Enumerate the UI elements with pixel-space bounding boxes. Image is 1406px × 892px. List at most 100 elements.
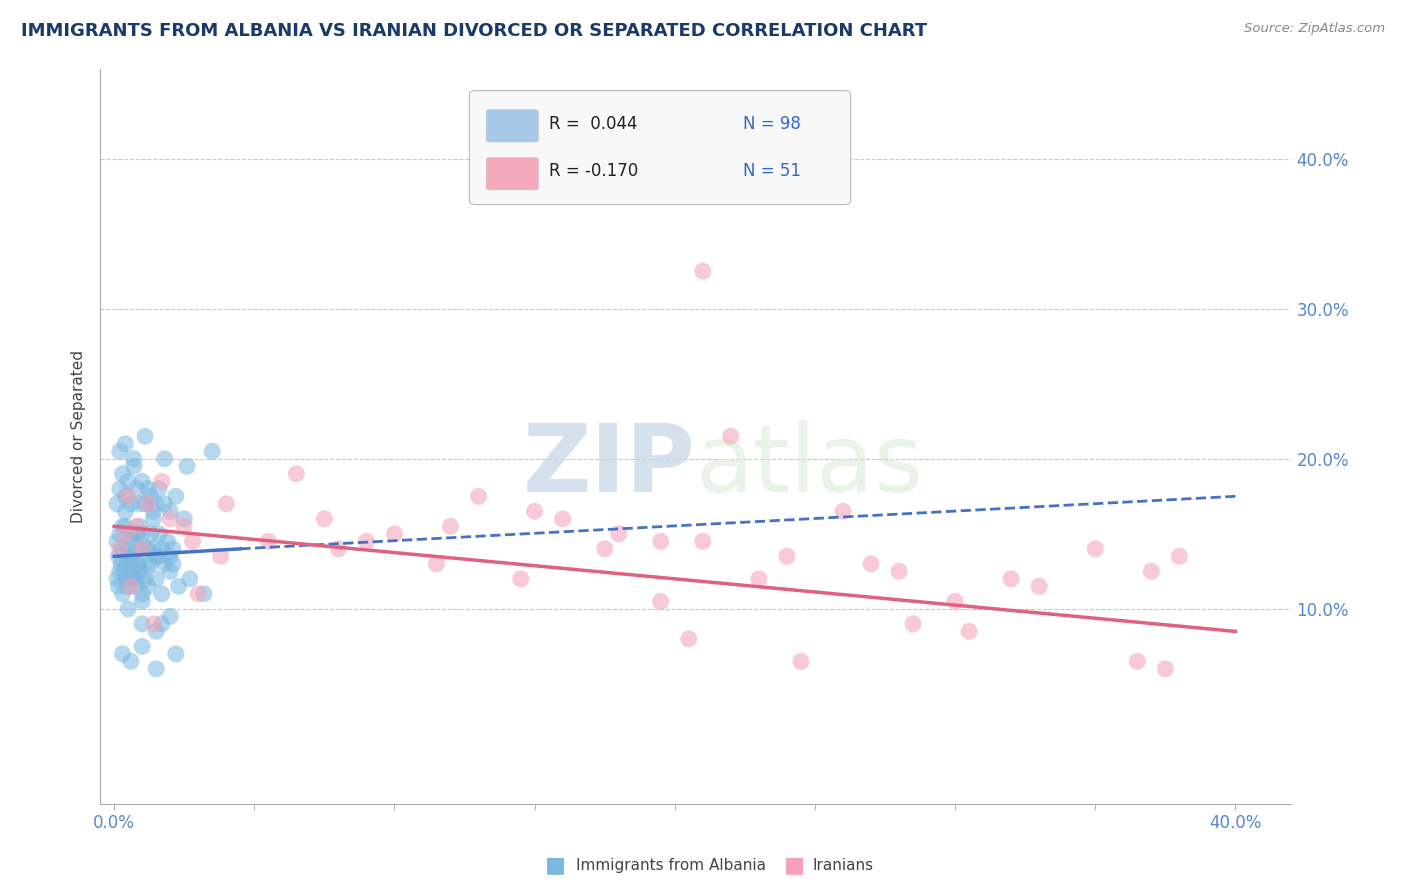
Point	[134, 429, 156, 443]
Point	[150, 475, 173, 489]
Text: Iranians: Iranians	[813, 858, 873, 872]
Point	[943, 594, 966, 608]
Point	[176, 459, 198, 474]
Point	[107, 549, 129, 564]
Point	[150, 587, 173, 601]
Point	[108, 565, 131, 579]
Point	[153, 451, 176, 466]
Point	[125, 557, 148, 571]
Point	[467, 489, 489, 503]
Point	[131, 526, 153, 541]
Point	[139, 489, 162, 503]
Point	[128, 541, 150, 556]
Point	[120, 497, 142, 511]
Text: N = 51: N = 51	[744, 162, 801, 180]
Point	[127, 557, 149, 571]
Point	[111, 541, 134, 556]
Point	[114, 436, 136, 450]
Point	[179, 572, 201, 586]
Text: R = -0.170: R = -0.170	[550, 162, 638, 180]
Text: ZIP: ZIP	[523, 419, 696, 512]
Point	[832, 504, 855, 518]
Point	[122, 459, 145, 474]
Point	[1126, 654, 1149, 668]
Point	[124, 572, 146, 586]
Point	[181, 534, 204, 549]
Point	[1028, 579, 1050, 593]
Point	[125, 526, 148, 541]
Point	[153, 497, 176, 511]
Point	[314, 512, 336, 526]
Point	[114, 572, 136, 586]
Point	[720, 429, 742, 443]
Point	[509, 572, 531, 586]
Point	[1154, 662, 1177, 676]
Point	[145, 624, 167, 639]
Point	[1000, 572, 1022, 586]
Point	[165, 647, 187, 661]
Point	[142, 541, 165, 556]
Point	[159, 504, 181, 518]
Point	[120, 526, 142, 541]
Point	[108, 541, 131, 556]
Point	[131, 616, 153, 631]
Point	[1168, 549, 1191, 564]
Point	[285, 467, 308, 481]
Point	[153, 557, 176, 571]
Text: Source: ZipAtlas.com: Source: ZipAtlas.com	[1244, 22, 1385, 36]
Point	[114, 526, 136, 541]
Point	[117, 579, 139, 593]
Point	[328, 541, 350, 556]
Point	[523, 504, 546, 518]
Point	[692, 264, 714, 278]
Point	[593, 541, 616, 556]
Point	[145, 572, 167, 586]
Point	[165, 489, 187, 503]
Point	[115, 557, 138, 571]
Point	[136, 541, 159, 556]
Point	[215, 497, 238, 511]
Point	[692, 534, 714, 549]
Point	[748, 572, 770, 586]
Point	[136, 557, 159, 571]
Point	[131, 640, 153, 654]
Point	[859, 557, 882, 571]
Point	[117, 541, 139, 556]
Point	[139, 557, 162, 571]
Point	[136, 579, 159, 593]
Point	[650, 534, 672, 549]
Point	[901, 616, 924, 631]
Point	[142, 512, 165, 526]
Point	[111, 587, 134, 601]
Point	[551, 512, 574, 526]
Point	[117, 549, 139, 564]
Point	[1084, 541, 1107, 556]
Point	[125, 519, 148, 533]
Point	[136, 497, 159, 511]
Point	[134, 541, 156, 556]
Point	[173, 519, 195, 533]
Point	[162, 557, 184, 571]
Point	[201, 444, 224, 458]
Point	[150, 541, 173, 556]
Point	[110, 557, 132, 571]
Point	[209, 549, 232, 564]
Point	[105, 572, 128, 586]
Point	[139, 526, 162, 541]
Point	[120, 654, 142, 668]
Point	[145, 549, 167, 564]
Point	[112, 565, 135, 579]
Point	[356, 534, 378, 549]
Point	[148, 482, 170, 496]
Point	[134, 497, 156, 511]
Point	[118, 572, 141, 586]
Point	[125, 482, 148, 496]
Point	[107, 579, 129, 593]
Point	[384, 526, 406, 541]
Point	[117, 489, 139, 503]
Point	[148, 549, 170, 564]
Point	[887, 565, 910, 579]
Point	[1140, 565, 1163, 579]
Point	[128, 497, 150, 511]
Point	[108, 482, 131, 496]
